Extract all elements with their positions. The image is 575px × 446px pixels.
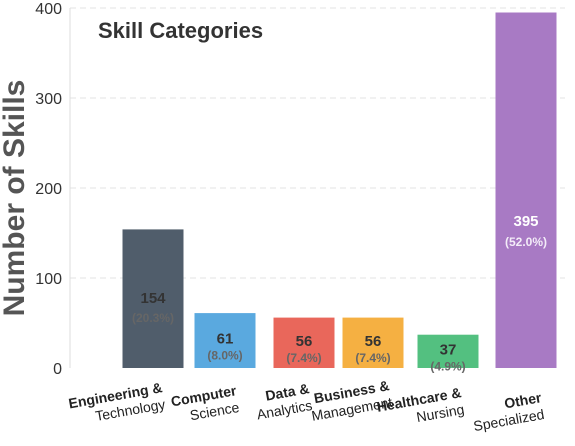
y-tick-label: 200 [35, 181, 62, 198]
y-tick-label: 100 [35, 271, 62, 288]
bar [417, 334, 479, 368]
category-label-line1: Data & [264, 380, 310, 403]
bar-percent-label: (20.3%) [132, 311, 174, 325]
y-tick-label: 300 [35, 91, 62, 108]
y-axis-label: Number of Skills [0, 80, 31, 317]
chart-title: Skill Categories [98, 18, 263, 43]
bar-value-label: 154 [140, 290, 166, 307]
y-tick-label: 400 [35, 1, 62, 18]
bar [495, 12, 557, 368]
category-label: Engineering &Technology [67, 379, 166, 424]
bar [194, 313, 256, 368]
bar-percent-label: (8.0%) [207, 349, 242, 363]
bar [273, 317, 335, 368]
bar-labels: 154(20.3%)61(8.0%)56(7.4%)56(7.4%) 37(4.9… [132, 213, 547, 373]
bar-percent-label: (7.4%) [355, 351, 390, 365]
bar [122, 229, 184, 368]
bar-value-label: 37 [440, 341, 457, 358]
bars [122, 12, 557, 368]
bar-value-label: 395 [513, 213, 538, 230]
category-label: Data &Analytics [256, 380, 314, 422]
y-axis-ticks: 0 100 200 300 400 [35, 1, 62, 378]
bar-percent-label: (4.9%) [430, 359, 465, 373]
bar-percent-label: (7.4%) [286, 351, 321, 365]
y-tick-label: 0 [53, 361, 62, 378]
bar-value-label: 56 [296, 333, 313, 350]
bar-value-label: 56 [365, 333, 382, 350]
bar [342, 317, 404, 368]
category-label-line2: Analytics [256, 397, 314, 422]
bar-percent-label: (52.0%) [505, 235, 547, 249]
bar-value-label: 61 [217, 331, 234, 348]
category-label-line1: Other [503, 389, 543, 411]
